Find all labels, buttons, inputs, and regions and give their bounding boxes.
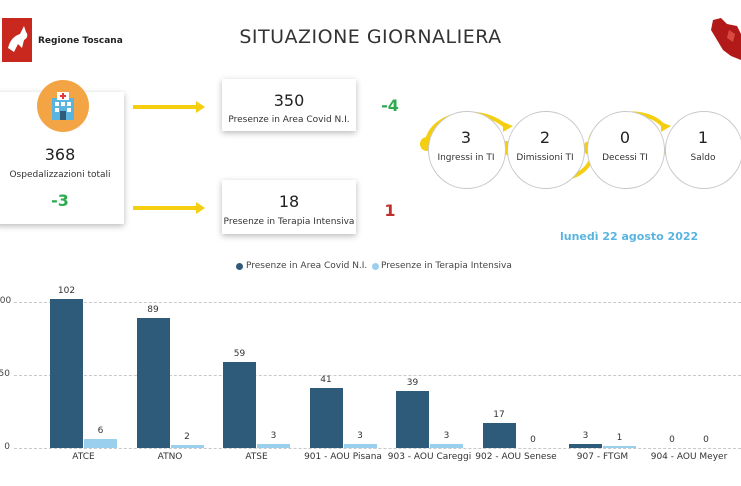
data-label: 0 <box>530 435 536 445</box>
page-title: SITUAZIONE GIORNALIERA <box>239 26 502 48</box>
flow-circle-decessi <box>587 111 665 189</box>
flow-circle-dimissioni <box>507 111 585 189</box>
x-category-label: 903 - AOU Careggi <box>387 452 472 462</box>
legend-covid-swatch <box>236 263 243 270</box>
bar-covid[interactable] <box>223 361 256 448</box>
y-tick-label: 0 <box>4 442 10 452</box>
data-label: 3 <box>357 430 363 441</box>
x-category-label: 901 - AOU Pisana <box>304 452 382 462</box>
x-category-label: ATCE <box>72 452 95 462</box>
arrow-head-icon <box>196 101 205 113</box>
bar-covid[interactable] <box>309 388 343 448</box>
data-label: 1 <box>616 433 623 443</box>
bar-ti[interactable] <box>343 443 377 448</box>
bar-covid[interactable] <box>396 391 429 448</box>
flow-decessi-value: 0 <box>619 128 631 147</box>
bar-ti[interactable] <box>84 439 117 448</box>
arrow-to-covid <box>133 105 197 109</box>
arrow-to-ti <box>133 206 197 210</box>
arrow-head-icon <box>196 202 205 214</box>
bar-ti[interactable] <box>430 443 463 448</box>
legend-ti-label[interactable]: Presenze in Terapia Intensiva <box>381 261 512 271</box>
ti-presence-label: Presenze in Terapia Intensiva <box>223 217 355 227</box>
x-category-label: 907 - FTGM <box>576 452 629 462</box>
flow-dimissioni-value: 2 <box>539 128 551 147</box>
flow-circle-ingressi <box>428 111 506 189</box>
x-category-label: 904 - AOU Meyer <box>650 452 728 462</box>
x-category-label: 902 - AOU Senese <box>475 452 557 462</box>
data-label: 17 <box>493 410 505 421</box>
report-date: lunedì 22 agosto 2022 <box>560 230 699 243</box>
gridline <box>14 375 741 376</box>
bar-covid[interactable] <box>50 299 83 448</box>
flow-ingressi-label: Ingressi in TI <box>437 153 495 163</box>
data-label: 2 <box>184 432 190 443</box>
bar-covid[interactable] <box>482 423 516 448</box>
brand-name: Regione Toscana <box>38 36 123 46</box>
gridline <box>14 448 741 449</box>
bar-ti[interactable] <box>257 443 290 448</box>
bar-chart: 0501001026ATCE892ATNO593ATSE413901 - AOU… <box>0 280 741 486</box>
data-label: 39 <box>406 378 419 389</box>
flow-circle-saldo <box>665 111 741 189</box>
total-hospitalizations-delta: -3 <box>51 191 69 210</box>
hospital-icon <box>37 80 89 132</box>
data-label: 6 <box>97 426 104 437</box>
ti-presence-delta: 1 <box>384 201 396 220</box>
data-label: 0 <box>703 435 709 445</box>
flow-saldo-label: Saldo <box>690 153 716 163</box>
total-hospitalizations-value: 368 <box>44 145 76 164</box>
covid-presence-label: Presenze in Area Covid N.I. <box>228 115 350 125</box>
data-label: 102 <box>57 286 76 297</box>
covid-presence-card <box>222 79 356 131</box>
covid-presence-value: 350 <box>273 91 305 110</box>
data-label: 89 <box>147 305 159 316</box>
x-category-label: ATNO <box>157 452 183 462</box>
ti-presence-value: 18 <box>278 192 300 211</box>
legend-covid-label[interactable]: Presenze in Area Covid N.I. <box>246 261 368 271</box>
data-label: 3 <box>443 430 450 441</box>
legend-ti-swatch <box>372 263 379 270</box>
bar-covid[interactable] <box>569 443 602 448</box>
flow-dimissioni-label: Dimissioni TI <box>516 153 574 163</box>
bar-ti[interactable] <box>603 446 636 448</box>
total-hospitalizations-label: Ospedalizzazioni totali <box>9 170 111 180</box>
data-label: 0 <box>669 435 675 445</box>
covid-presence-delta: -4 <box>381 96 399 115</box>
y-tick-label: 50 <box>0 369 10 379</box>
data-label: 3 <box>270 430 277 441</box>
y-tick-label: 100 <box>0 296 12 306</box>
tuscany-map-icon <box>709 16 741 64</box>
x-category-label: ATSE <box>245 452 268 462</box>
data-label: 3 <box>582 430 589 441</box>
bar-ti[interactable] <box>170 445 204 448</box>
flow-ingressi-value: 3 <box>460 128 472 147</box>
flow-saldo-value: 1 <box>697 128 709 147</box>
bar-covid[interactable] <box>136 318 170 448</box>
data-label: 41 <box>320 375 332 386</box>
flow-decessi-label: Decessi TI <box>602 153 648 163</box>
ti-presence-card <box>222 180 356 234</box>
gridline <box>14 302 741 303</box>
data-label: 59 <box>233 348 246 359</box>
regione-toscana-logo <box>2 18 32 62</box>
